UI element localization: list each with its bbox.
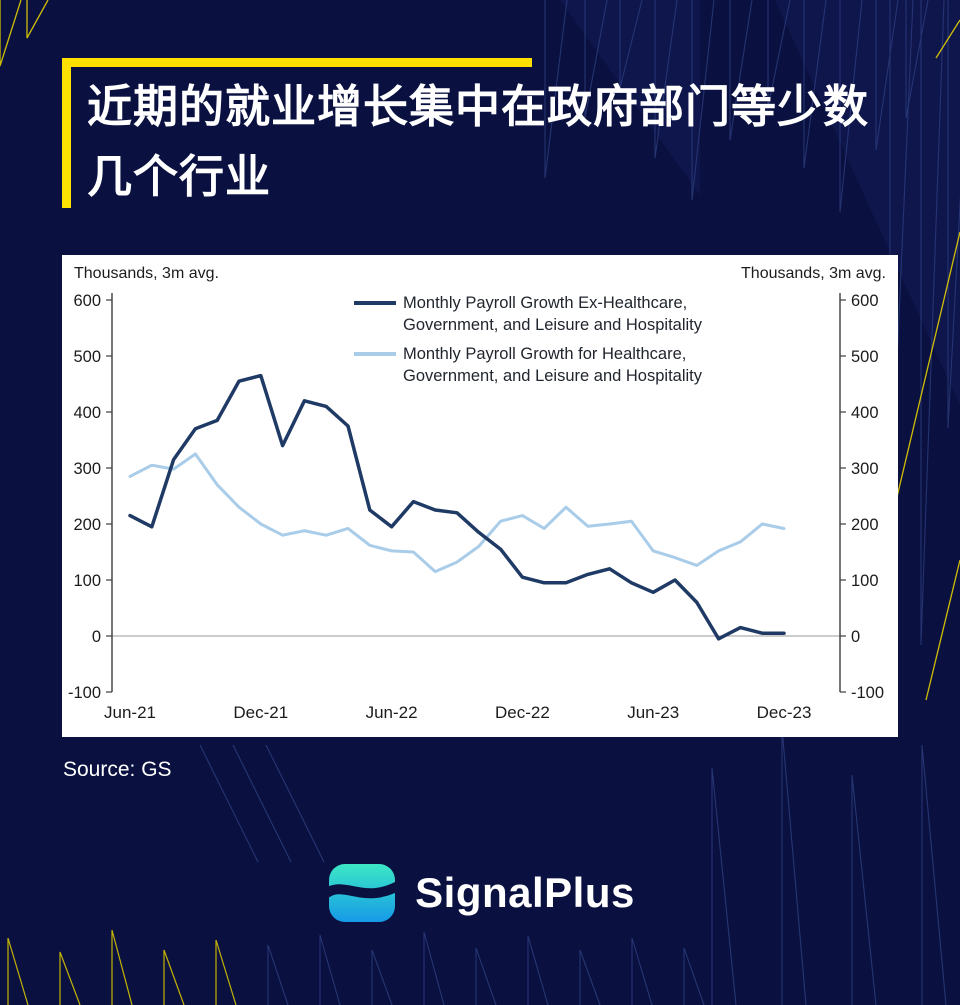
page-title-line1: 近期的就业增长集中在政府部门等少数 — [87, 81, 870, 132]
svg-text:500: 500 — [851, 348, 879, 366]
legend-label-healthcare: Monthly Payroll Growth for Healthcare, G… — [403, 344, 702, 385]
svg-text:Dec-21: Dec-21 — [233, 703, 288, 722]
source-label: Source: GS — [63, 758, 172, 781]
chart-unit-label-right: Thousands, 3m avg. — [741, 265, 886, 282]
chart-unit-label-left: Thousands, 3m avg. — [74, 265, 219, 282]
svg-text:200: 200 — [851, 516, 879, 534]
svg-text:300: 300 — [73, 460, 101, 478]
legend-label-ex-healthcare: Monthly Payroll Growth Ex-Healthcare, Go… — [403, 294, 702, 334]
svg-text:500: 500 — [73, 348, 101, 366]
page-title-line2: 几个行业 — [87, 150, 272, 202]
svg-text:Dec-23: Dec-23 — [757, 703, 812, 722]
svg-text:Jun-23: Jun-23 — [627, 703, 679, 722]
svg-text:0: 0 — [92, 628, 101, 646]
signalplus-logo-icon — [329, 864, 396, 922]
svg-text:0: 0 — [851, 628, 860, 646]
svg-text:600: 600 — [851, 292, 879, 310]
svg-text:-100: -100 — [851, 684, 884, 702]
svg-text:100: 100 — [851, 572, 879, 590]
svg-text:-100: -100 — [68, 684, 101, 702]
sawtooth-lines-bottom-blue — [199, 727, 947, 1005]
svg-text:400: 400 — [73, 404, 101, 422]
sawtooth-lines-bottom-yellow — [7, 929, 237, 1005]
title-accent-top-bar — [62, 58, 532, 67]
legend-swatch-dark-line — [354, 301, 396, 305]
svg-text:600: 600 — [73, 292, 101, 310]
svg-text:400: 400 — [851, 404, 879, 422]
legend-entry-healthcare: Monthly Payroll Growth for Healthcare, G… — [354, 344, 748, 388]
title-accent-left-bar — [62, 58, 71, 208]
page-title: 近期的就业增长集中在政府部门等少数 几个行业 — [87, 72, 927, 212]
chart-card: 600 600 500 500 400 400 300 300 200 200 100 100 0 0 -1… — [62, 255, 898, 737]
brand-logo-row: SignalPlus — [0, 856, 960, 930]
chart-legend: Monthly Payroll Growth Ex-Healthcare, Go… — [354, 293, 748, 388]
svg-text:100: 100 — [73, 572, 101, 590]
svg-text:Dec-22: Dec-22 — [495, 703, 550, 722]
brand-name: SignalPlus — [415, 869, 635, 916]
svg-text:Jun-22: Jun-22 — [366, 703, 418, 722]
background-triangles — [560, 0, 960, 405]
legend-swatch-light-line — [354, 351, 396, 356]
payroll-growth-chart: 600 600 500 500 400 400 300 300 200 200 100 100 0 0 -1… — [68, 292, 884, 722]
sawtooth-lines-top — [544, 0, 960, 646]
legend-entry-ex-healthcare: Monthly Payroll Growth Ex-Healthcare, Go… — [354, 293, 748, 337]
svg-text:200: 200 — [73, 516, 101, 534]
svg-text:Jun-21: Jun-21 — [104, 703, 156, 722]
svg-text:300: 300 — [851, 460, 879, 478]
